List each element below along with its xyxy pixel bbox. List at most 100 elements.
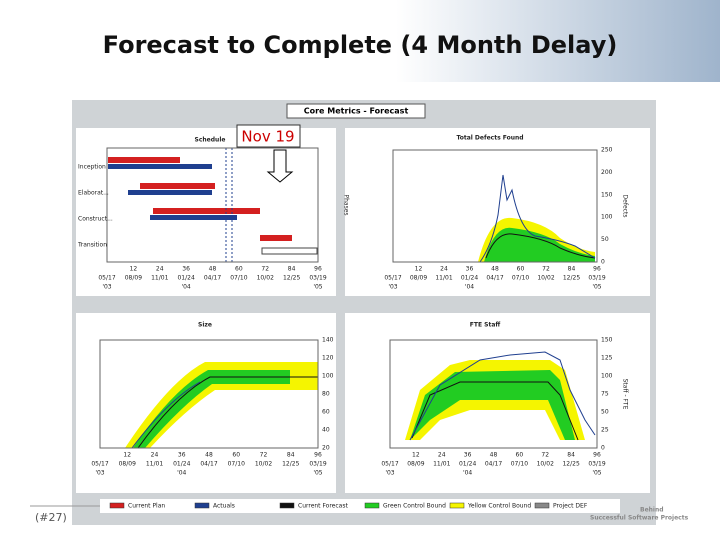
slide-title: Forecast to Complete (4 Month Delay) bbox=[103, 31, 618, 59]
schedule-bars bbox=[108, 148, 318, 262]
x-date-label: 11/01 bbox=[435, 275, 452, 282]
x-month-label: 12 bbox=[415, 266, 423, 273]
legend-swatch bbox=[194, 502, 210, 509]
x-month-label: 84 bbox=[288, 266, 296, 273]
x-month-label: 60 bbox=[517, 266, 525, 273]
panel-title: Core Metrics - Forecast bbox=[304, 107, 409, 116]
y-axis-label: Phases bbox=[343, 194, 350, 215]
x-month-label: 12 bbox=[412, 452, 420, 459]
y-tick-label: 75 bbox=[601, 391, 609, 398]
x-date-label: 10/02 bbox=[537, 461, 554, 468]
y-tick-label: 100 bbox=[601, 214, 613, 221]
footer-line: Successful Software Projects bbox=[590, 515, 689, 522]
x-date-label: 07/10 bbox=[511, 461, 528, 468]
phase-label: Elaborat... bbox=[78, 190, 109, 197]
x-date-label: 01/24 bbox=[177, 275, 194, 282]
legend-label: Current Forecast bbox=[298, 503, 348, 510]
legend-label: Green Control Bound bbox=[383, 503, 446, 510]
x-date-label: 12/25 bbox=[283, 275, 300, 282]
size-curves bbox=[125, 362, 318, 449]
legend-label: Current Plan bbox=[128, 503, 165, 510]
y-axis-label: Defects bbox=[622, 195, 629, 218]
x-month-label: 60 bbox=[516, 452, 524, 459]
x-date-label: 12/25 bbox=[563, 275, 580, 282]
x-year-label: '05 bbox=[592, 284, 601, 291]
x-month-label: 48 bbox=[491, 266, 499, 273]
x-year-label: '05 bbox=[592, 470, 601, 477]
phase-label: Transition bbox=[77, 242, 107, 249]
x-date-label: 07/10 bbox=[230, 275, 247, 282]
legend-box bbox=[100, 499, 620, 513]
legend-swatch bbox=[279, 502, 295, 509]
x-date-label: 12/25 bbox=[282, 461, 299, 468]
page-number: (#27) bbox=[35, 511, 67, 524]
chart-title: FTE Staff bbox=[470, 322, 501, 329]
x-date-label: 08/09 bbox=[119, 461, 136, 468]
x-date-label: 03/19 bbox=[588, 461, 605, 468]
plot-area bbox=[99, 339, 319, 449]
x-date-label: 11/01 bbox=[146, 461, 163, 468]
x-month-label: 72 bbox=[260, 452, 268, 459]
legend-label: Yellow Control Bound bbox=[467, 503, 531, 510]
x-month-label: 60 bbox=[232, 452, 240, 459]
x-date-label: 01/24 bbox=[459, 461, 476, 468]
x-month-label: 96 bbox=[314, 266, 322, 273]
y-tick-label: 120 bbox=[322, 355, 334, 362]
chart-title: Schedule bbox=[195, 137, 226, 144]
x-date-label: 12/25 bbox=[562, 461, 579, 468]
x-date-label: 03/19 bbox=[309, 461, 326, 468]
legend-swatch bbox=[534, 502, 550, 509]
x-month-label: 36 bbox=[464, 452, 472, 459]
legend-swatch bbox=[449, 502, 465, 509]
chart-title: Total Defects Found bbox=[456, 135, 523, 142]
y-tick-label: 0 bbox=[601, 259, 605, 266]
y-tick-label: 60 bbox=[322, 409, 330, 416]
y-tick-label: 200 bbox=[601, 169, 613, 176]
x-date-label: 08/09 bbox=[410, 275, 427, 282]
x-month-label: 48 bbox=[490, 452, 498, 459]
footer-line: Behind bbox=[640, 507, 664, 514]
x-month-label: 24 bbox=[438, 452, 446, 459]
staff-curves bbox=[405, 351, 596, 441]
x-month-label: 36 bbox=[466, 266, 474, 273]
x-date-label: 11/01 bbox=[151, 275, 168, 282]
chart-title: Size bbox=[198, 322, 212, 329]
x-month-label: 96 bbox=[314, 452, 322, 459]
x-month-label: 84 bbox=[568, 266, 576, 273]
x-year-label: '03 bbox=[385, 470, 394, 477]
x-date-label: 05/17 bbox=[91, 461, 108, 468]
panel bbox=[345, 128, 650, 296]
y-tick-label: 150 bbox=[601, 191, 613, 198]
x-date-label: 01/24 bbox=[461, 275, 478, 282]
x-month-label: 60 bbox=[235, 266, 243, 273]
x-year-label: '03 bbox=[102, 284, 111, 291]
x-year-label: '03 bbox=[95, 470, 104, 477]
x-date-label: 05/17 bbox=[98, 275, 115, 282]
x-year-label: '05 bbox=[313, 284, 322, 291]
x-month-label: 12 bbox=[130, 266, 138, 273]
x-year-label: '04 bbox=[465, 284, 474, 291]
legend-swatch bbox=[109, 502, 125, 509]
x-year-label: '04 bbox=[181, 284, 190, 291]
x-month-label: 72 bbox=[261, 266, 269, 273]
y-tick-label: 50 bbox=[601, 409, 609, 416]
x-month-label: 48 bbox=[209, 266, 217, 273]
y-tick-label: 250 bbox=[601, 147, 613, 154]
x-date-label: 01/24 bbox=[173, 461, 190, 468]
y-tick-label: 150 bbox=[601, 337, 613, 344]
x-date-label: 04/17 bbox=[486, 275, 503, 282]
legend: Current Plan Actuals Current Forecast Green… bbox=[109, 502, 588, 510]
x-month-label: 96 bbox=[593, 452, 601, 459]
x-month-label: 84 bbox=[287, 452, 295, 459]
x-month-label: 36 bbox=[178, 452, 186, 459]
plot-area bbox=[389, 339, 598, 449]
x-date-label: 03/19 bbox=[588, 275, 605, 282]
x-date-label: 08/09 bbox=[125, 275, 142, 282]
x-date-label: 07/10 bbox=[228, 461, 245, 468]
y-tick-label: 125 bbox=[601, 355, 613, 362]
y-tick-label: 100 bbox=[601, 373, 613, 380]
x-date-label: 04/17 bbox=[200, 461, 217, 468]
x-date-label: 03/19 bbox=[309, 275, 326, 282]
phase-label: Inception bbox=[78, 164, 106, 171]
phase-label: Construct... bbox=[78, 216, 113, 223]
